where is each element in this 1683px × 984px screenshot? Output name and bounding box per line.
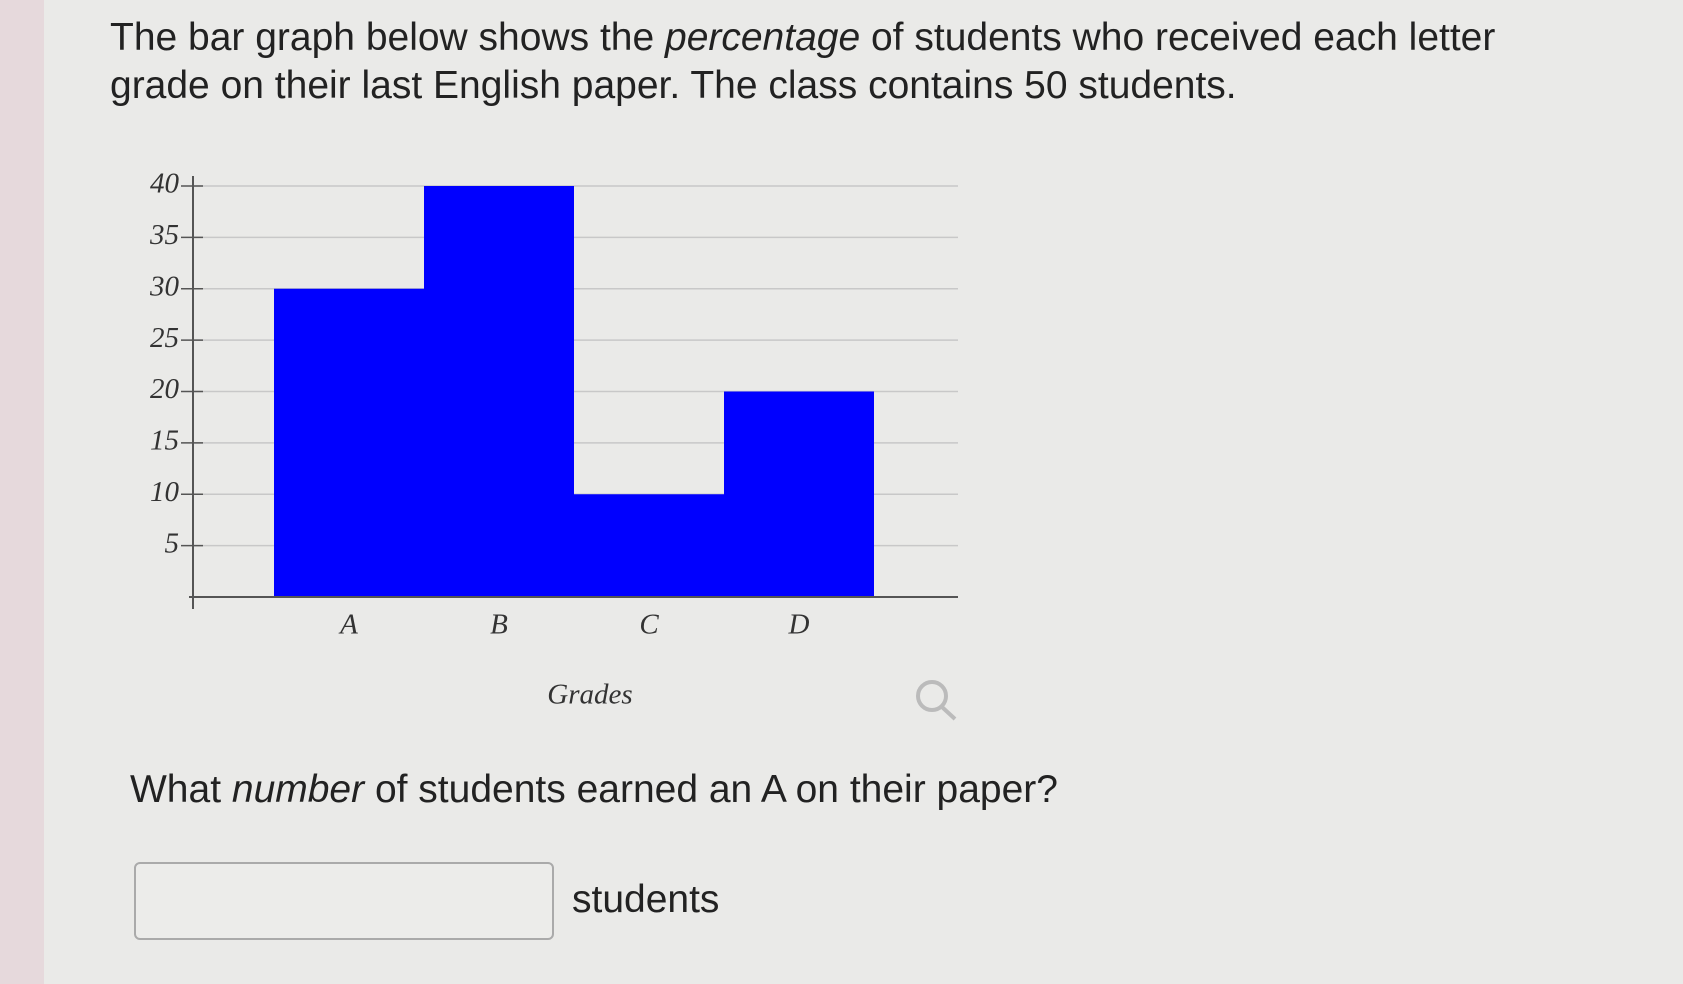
x-axis-label: Grades xyxy=(547,679,632,711)
bar xyxy=(274,288,424,597)
question-text: of students earned an A on their paper? xyxy=(364,768,1058,811)
prompt-emphasis: percentage xyxy=(665,16,861,59)
y-tick-label: 5 xyxy=(165,527,180,559)
prompt: The bar graph below shows the percentage… xyxy=(110,14,1510,110)
y-tick-label: 20 xyxy=(150,373,180,405)
answer-input[interactable] xyxy=(134,862,554,940)
question: What number of students earned an A on t… xyxy=(130,766,1058,814)
prompt-text: of students who received each letter gra… xyxy=(110,16,1496,107)
x-tick-label: C xyxy=(639,609,659,641)
x-tick-label: A xyxy=(338,609,358,641)
y-tick-label: 35 xyxy=(149,219,179,251)
question-emphasis: number xyxy=(231,768,365,811)
y-tick-label: 40 xyxy=(150,168,180,200)
y-tick-label: 30 xyxy=(149,270,180,302)
question-text: What xyxy=(130,768,232,811)
prompt-text: The bar graph below shows the xyxy=(110,16,665,59)
answer-unit: students xyxy=(572,878,720,921)
screen-edge xyxy=(0,0,44,984)
bar xyxy=(424,186,574,597)
x-tick-label: B xyxy=(490,609,508,641)
search-icon[interactable] xyxy=(916,680,957,721)
x-tick-label: D xyxy=(788,609,810,641)
y-tick-label: 15 xyxy=(150,425,179,457)
y-tick-label: 25 xyxy=(150,322,179,354)
bar xyxy=(724,391,874,597)
bar xyxy=(574,494,724,597)
y-tick-label: 10 xyxy=(150,476,180,508)
